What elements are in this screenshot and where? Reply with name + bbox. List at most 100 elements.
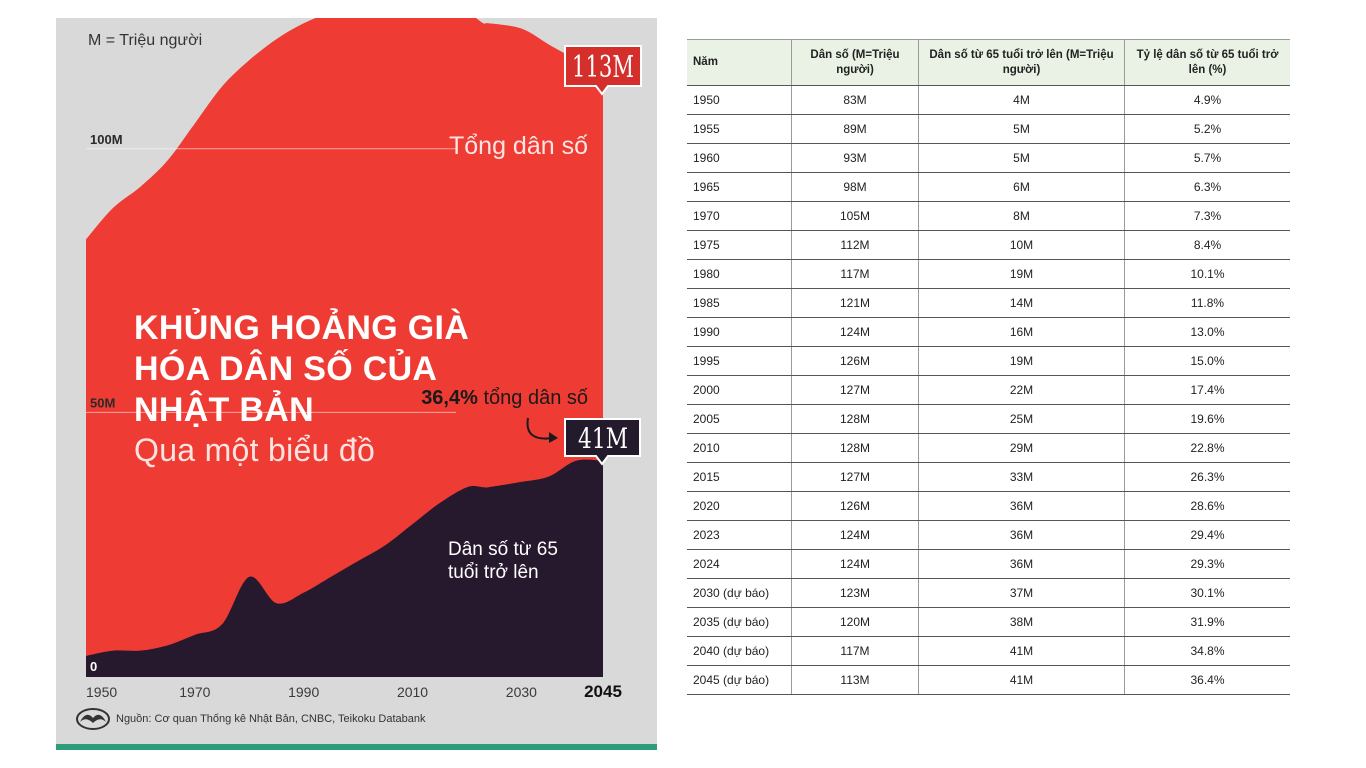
- cell-population: 127M: [791, 462, 919, 492]
- table-row: 1975 112M 10M 8.4%: [687, 230, 1290, 260]
- cell-elderly-share: 8.4%: [1124, 230, 1290, 260]
- headline: KHỦNG HOẢNG GIÀ HÓA DÂN SỐ CỦA NHẬT BẢN …: [134, 308, 494, 469]
- x-tick-label: 2010: [397, 684, 428, 700]
- cell-elderly-population: 33M: [918, 462, 1125, 492]
- cell-year: 2030 (dự báo): [687, 578, 792, 608]
- cell-population: 93M: [791, 143, 919, 173]
- cell-year: 1960: [687, 143, 792, 173]
- table-row: 2020 126M 36M 28.6%: [687, 491, 1290, 521]
- population-area-chart: 0 50M 100M 1950 1970 1990 2010 2030 2045 113M Tổng…: [86, 18, 642, 701]
- table-row: 1980 117M 19M 10.1%: [687, 259, 1290, 289]
- cell-elderly-share: 22.8%: [1124, 433, 1290, 463]
- cell-elderly-population: 36M: [918, 549, 1125, 579]
- annotation-arrowhead: [549, 432, 558, 443]
- table-row: 1970 105M 8M 7.3%: [687, 201, 1290, 231]
- cell-population: 128M: [791, 404, 919, 434]
- cell-population: 127M: [791, 375, 919, 405]
- cell-elderly-population: 16M: [918, 317, 1125, 347]
- cell-population: 128M: [791, 433, 919, 463]
- cell-population: 89M: [791, 114, 919, 144]
- table-row: 1990 124M 16M 13.0%: [687, 317, 1290, 347]
- cell-year: 1990: [687, 317, 792, 347]
- x-tick-label: 1990: [288, 684, 319, 700]
- cell-population: 124M: [791, 520, 919, 550]
- cell-elderly-share: 5.7%: [1124, 143, 1290, 173]
- cell-elderly-population: 36M: [918, 491, 1125, 521]
- table-row: 2000 127M 22M 17.4%: [687, 375, 1290, 405]
- table-row: 1955 89M 5M 5.2%: [687, 114, 1290, 144]
- cell-elderly-share: 6.3%: [1124, 172, 1290, 202]
- cell-elderly-population: 38M: [918, 607, 1125, 637]
- source-note: Nguồn: Cơ quan Thống kê Nhật Bản, CNBC, …: [76, 708, 426, 730]
- table-row: 2024 124M 36M 29.3%: [687, 549, 1290, 579]
- cell-elderly-share: 7.3%: [1124, 201, 1290, 231]
- elderly-population-label-2: tuổi trở lên: [448, 562, 539, 583]
- x-tick-label: 1950: [86, 684, 117, 700]
- x-tick-label: 1970: [179, 684, 210, 700]
- cell-elderly-population: 41M: [918, 665, 1125, 695]
- table-row: 2010 128M 29M 22.8%: [687, 433, 1290, 463]
- cell-elderly-population: 5M: [918, 114, 1125, 144]
- cell-year: 2035 (dự báo): [687, 607, 792, 637]
- cell-year: 1965: [687, 172, 792, 202]
- table-row: 2005 128M 25M 19.6%: [687, 404, 1290, 434]
- cell-year: 1955: [687, 114, 792, 144]
- header-year: Năm: [687, 39, 792, 86]
- population-table: Năm Dân số (M=Triệu người) Dân số từ 65 …: [687, 39, 1290, 695]
- annotation-arrow: [526, 417, 554, 440]
- cell-elderly-share: 30.1%: [1124, 578, 1290, 608]
- headline-line-2: HÓA DÂN SỐ CỦA: [134, 350, 438, 388]
- table-row: 2015 127M 33M 26.3%: [687, 462, 1290, 492]
- table-row: 1965 98M 6M 6.3%: [687, 172, 1290, 202]
- cell-elderly-share: 29.3%: [1124, 549, 1290, 579]
- x-tick-label: 2045: [584, 682, 622, 701]
- elderly-population-area: [86, 459, 603, 677]
- elderly-badge-label: 41M: [578, 422, 628, 455]
- cell-elderly-population: 25M: [918, 404, 1125, 434]
- source-text: Nguồn: Cơ quan Thống kê Nhật Bản, CNBC, …: [116, 713, 426, 725]
- table-header-row: Năm Dân số (M=Triệu người) Dân số từ 65 …: [687, 39, 1290, 86]
- cell-elderly-population: 6M: [918, 172, 1125, 202]
- cell-elderly-share: 36.4%: [1124, 665, 1290, 695]
- cell-elderly-share: 11.8%: [1124, 288, 1290, 318]
- y-tick-label: 50M: [90, 395, 115, 410]
- cell-elderly-share: 5.2%: [1124, 114, 1290, 144]
- table-body: 1950 83M 4M 4.9% 1955 89M 5M 5.2% 1960 93M 5M 5.7% 1…: [687, 85, 1290, 695]
- cell-elderly-share: 13.0%: [1124, 317, 1290, 347]
- cell-elderly-share: 29.4%: [1124, 520, 1290, 550]
- cell-elderly-population: 29M: [918, 433, 1125, 463]
- cell-population: 124M: [791, 549, 919, 579]
- headline-subtitle: Qua một biểu đồ: [134, 432, 376, 468]
- cell-population: 124M: [791, 317, 919, 347]
- cell-population: 83M: [791, 85, 919, 115]
- table-row: 1995 126M 19M 15.0%: [687, 346, 1290, 376]
- table-row: 1985 121M 14M 11.8%: [687, 288, 1290, 318]
- cell-elderly-population: 8M: [918, 201, 1125, 231]
- elderly-share-text: tổng dân số: [478, 387, 588, 409]
- header-elderly-population: Dân số từ 65 tuổi trở lên (M=Triệu người…: [918, 39, 1125, 86]
- cell-elderly-share: 28.6%: [1124, 491, 1290, 521]
- cell-year: 1950: [687, 85, 792, 115]
- cell-population: 113M: [791, 665, 919, 695]
- cell-year: 2045 (dự báo): [687, 665, 792, 695]
- cell-population: 98M: [791, 172, 919, 202]
- cell-year: 1970: [687, 201, 792, 231]
- infographic-panel: 0 50M 100M 1950 1970 1990 2010 2030 2045 113M Tổng…: [56, 18, 657, 750]
- cell-year: 2020: [687, 491, 792, 521]
- total-population-label: Tổng dân số: [449, 132, 588, 160]
- table-row: 2040 (dự báo) 117M 41M 34.8%: [687, 636, 1290, 666]
- cell-year: 1980: [687, 259, 792, 289]
- cell-population: 117M: [791, 636, 919, 666]
- cell-year: 2000: [687, 375, 792, 405]
- cell-year: 2005: [687, 404, 792, 434]
- cell-elderly-share: 19.6%: [1124, 404, 1290, 434]
- header-elderly-share: Tỷ lệ dân số từ 65 tuổi trở lên (%): [1124, 39, 1290, 86]
- cell-population: 117M: [791, 259, 919, 289]
- cell-elderly-population: 4M: [918, 85, 1125, 115]
- elderly-population-label-1: Dân số từ 65: [448, 539, 558, 560]
- x-tick-label: 2030: [506, 684, 537, 700]
- cell-elderly-population: 19M: [918, 346, 1125, 376]
- cell-year: 2023: [687, 520, 792, 550]
- header-population: Dân số (M=Triệu người): [791, 39, 919, 86]
- cell-elderly-share: 26.3%: [1124, 462, 1290, 492]
